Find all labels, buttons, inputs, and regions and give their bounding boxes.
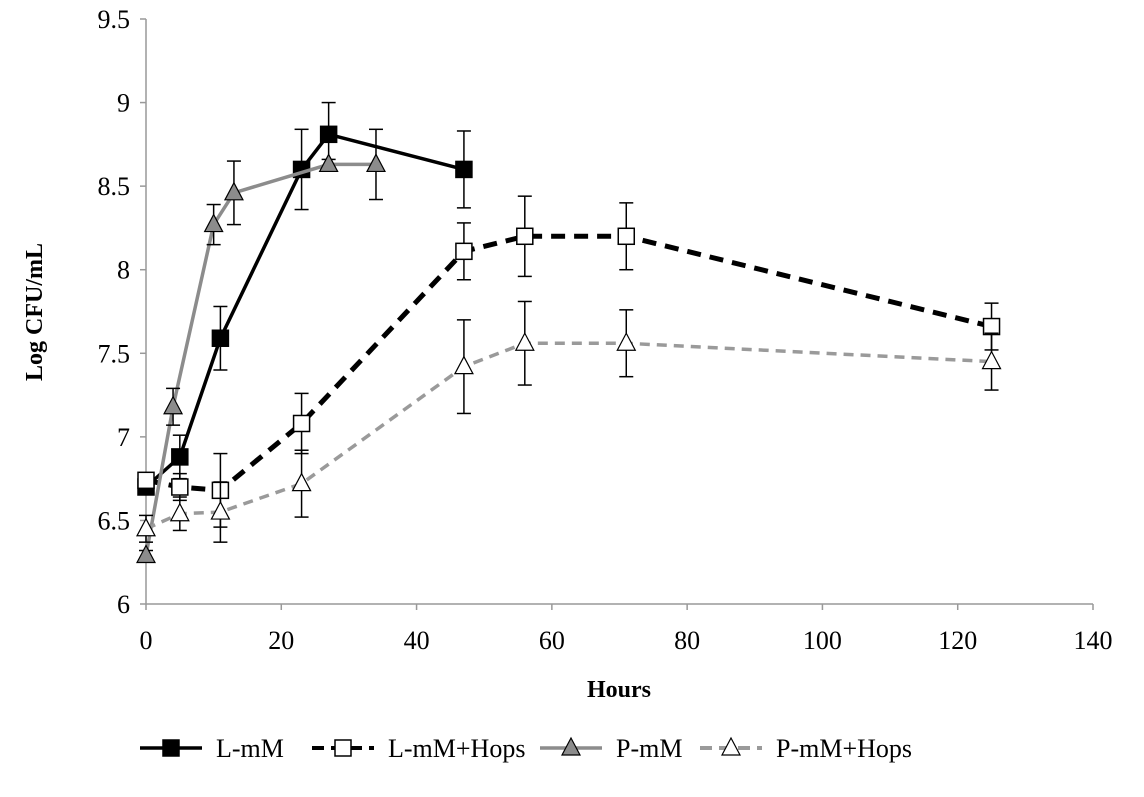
series-line	[145, 233, 993, 493]
data-point	[514, 331, 535, 351]
data-point	[455, 242, 473, 261]
data-point	[137, 471, 155, 490]
x-tick-label: 0	[140, 626, 153, 655]
y-tick-label: 8	[117, 256, 130, 285]
legend-marker	[334, 739, 352, 757]
series-line	[144, 162, 376, 556]
x-tick-label: 40	[404, 626, 430, 655]
legend: L-mM L-mM+Hops P-mM P-mM+Hops	[140, 734, 912, 763]
data-point	[163, 395, 184, 415]
data-point	[171, 478, 189, 496]
data-point	[210, 500, 231, 520]
x-tick-label: 120	[938, 626, 977, 655]
y-tick-label: 7	[117, 423, 130, 452]
series-L-mM+Hops	[137, 195, 1001, 528]
data-point	[318, 153, 339, 173]
legend-marker	[162, 739, 180, 757]
legend-label: L-mM	[216, 734, 284, 763]
y-tick-label: 9.5	[98, 5, 131, 34]
data-point	[516, 227, 534, 246]
data-point	[169, 502, 190, 522]
x-axis-label: Hours	[587, 677, 651, 703]
series-P-mM+Hops	[136, 300, 1002, 543]
data-point	[171, 448, 189, 466]
x-tick-label: 80	[674, 626, 700, 655]
y-tick-label: 8.5	[98, 172, 131, 201]
x-tick-label: 140	[1074, 626, 1113, 655]
data-point	[455, 160, 473, 179]
x-tick-label: 20	[268, 626, 294, 655]
data-point	[291, 472, 312, 492]
data-point	[982, 317, 1001, 336]
data-point	[365, 153, 386, 173]
data-point	[203, 213, 224, 233]
y-tick-label: 6	[117, 590, 130, 619]
data-point	[453, 355, 474, 375]
x-tick-label: 100	[803, 626, 842, 655]
data-point	[981, 350, 1002, 370]
legend-label: P-mM+Hops	[776, 734, 912, 763]
legend-label: P-mM	[616, 734, 682, 763]
data-point	[319, 125, 338, 144]
legend-marker	[721, 736, 741, 756]
data-point	[223, 181, 244, 201]
legend-item: P-mM	[540, 734, 682, 763]
x-tick-label: 60	[539, 626, 565, 655]
y-axis-label: Log CFU/mL	[22, 243, 48, 381]
y-tick-label: 6.5	[98, 506, 131, 535]
legend-item: P-mM+Hops	[700, 734, 912, 763]
data-point	[211, 329, 230, 347]
legend-label: L-mM+Hops	[388, 734, 525, 763]
legend-item: L-mM+Hops	[312, 734, 525, 763]
y-tick-label: 9	[117, 89, 130, 118]
legend-marker	[561, 736, 581, 756]
y-tick-label: 7.5	[98, 339, 131, 368]
data-point	[136, 517, 156, 537]
data-point	[617, 227, 636, 246]
series-line	[145, 341, 992, 531]
data-point	[136, 544, 156, 564]
legend-item: L-mM	[140, 734, 284, 763]
data-point	[292, 414, 311, 433]
series-P-mM	[136, 128, 386, 564]
data-point	[616, 331, 637, 351]
